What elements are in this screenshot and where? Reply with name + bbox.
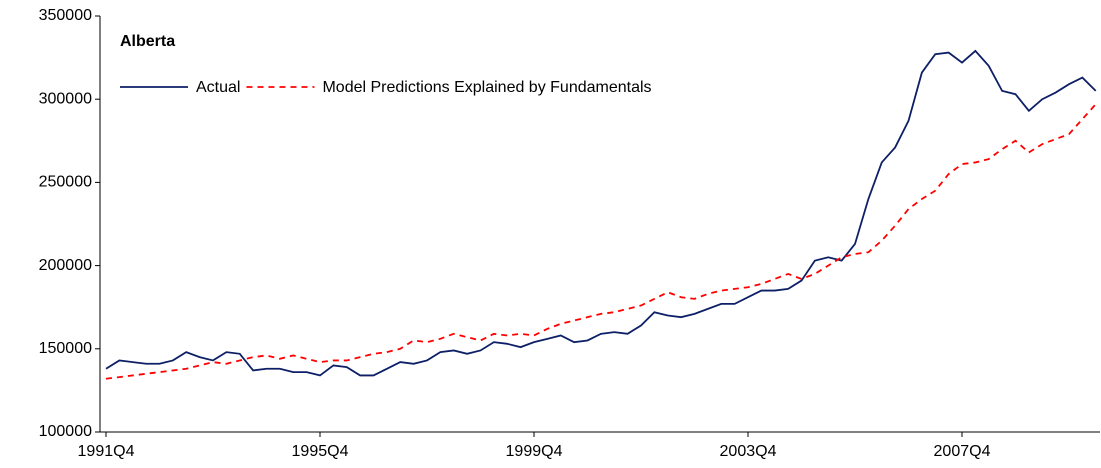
chart-title: Alberta bbox=[120, 33, 175, 50]
series-line bbox=[105, 103, 1097, 380]
y-tick-label: 350000 bbox=[39, 7, 92, 24]
x-tick-label: 1991Q4 bbox=[78, 443, 135, 460]
x-tick-label: 1999Q4 bbox=[506, 443, 563, 460]
legend-label: Actual bbox=[196, 79, 240, 96]
legend-label: Model Predictions Explained by Fundament… bbox=[322, 79, 651, 96]
x-tick-label: 1995Q4 bbox=[292, 443, 349, 460]
y-tick-label: 100000 bbox=[39, 423, 92, 440]
series-line bbox=[105, 49, 1097, 377]
y-tick-label: 300000 bbox=[39, 90, 92, 107]
y-tick-label: 150000 bbox=[39, 340, 92, 357]
y-tick-label: 200000 bbox=[39, 257, 92, 274]
x-tick-label: 2003Q4 bbox=[720, 443, 777, 460]
y-tick-label: 250000 bbox=[39, 174, 92, 191]
x-tick-label: 2007Q4 bbox=[934, 443, 991, 460]
